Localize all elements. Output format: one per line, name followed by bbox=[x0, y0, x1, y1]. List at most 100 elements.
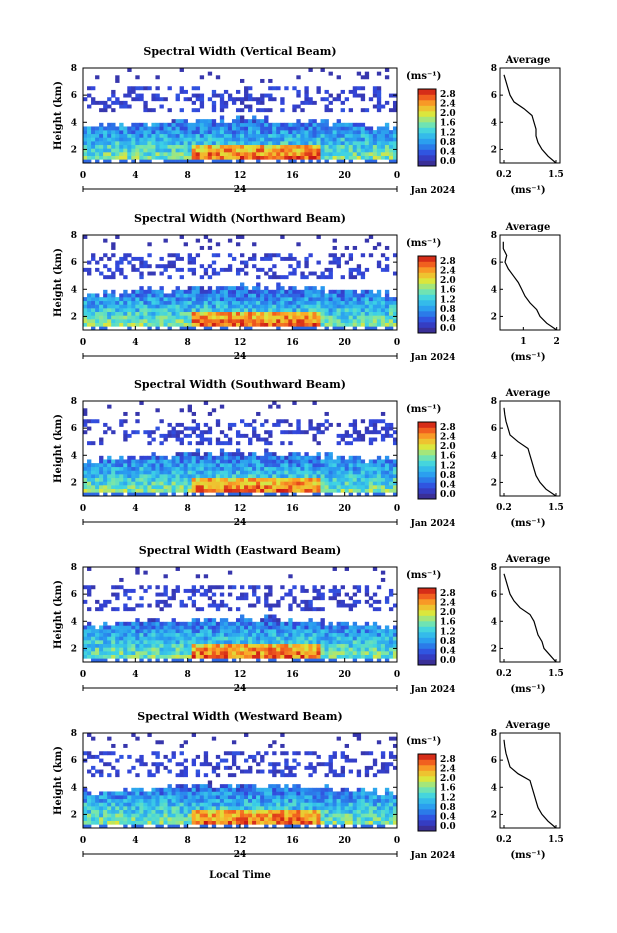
heatmap-cell bbox=[224, 90, 228, 94]
heatmap-cell bbox=[131, 304, 135, 308]
heatmap-cell bbox=[312, 141, 316, 145]
heatmap-cell bbox=[95, 156, 99, 160]
heatmap-cell bbox=[349, 268, 353, 272]
heatmap-cell bbox=[212, 156, 216, 160]
heatmap-cell bbox=[83, 817, 87, 821]
heatmap-cell bbox=[232, 647, 236, 651]
heatmap-cell bbox=[123, 130, 127, 134]
heatmap-cell bbox=[151, 647, 155, 651]
heatmap-cell bbox=[188, 647, 192, 651]
heatmap-cell bbox=[176, 126, 180, 130]
heatmap-cell bbox=[204, 145, 208, 149]
heatmap-cell bbox=[349, 253, 353, 257]
heatmap-cell bbox=[87, 644, 91, 648]
heatmap-cell bbox=[188, 795, 192, 799]
heatmap-cell bbox=[200, 301, 204, 305]
heatmap-cell bbox=[389, 137, 393, 141]
heatmap-cell bbox=[244, 459, 248, 463]
heatmap-cell bbox=[95, 293, 99, 297]
heatmap-cell bbox=[240, 434, 244, 438]
heatmap-cell bbox=[131, 97, 135, 101]
heatmap-cell bbox=[147, 286, 151, 290]
heatmap-cell bbox=[232, 489, 236, 493]
y-tick-label: 2 bbox=[71, 145, 77, 155]
heatmap-cell bbox=[365, 470, 369, 474]
x-tick-label: 20 bbox=[338, 338, 351, 348]
heatmap-cell bbox=[232, 478, 236, 482]
heatmap-cell bbox=[172, 640, 176, 644]
heatmap-cell bbox=[151, 430, 155, 434]
heatmap-cell bbox=[103, 145, 107, 149]
heatmap-cell bbox=[123, 629, 127, 633]
x-tick-label: 4 bbox=[132, 338, 138, 348]
heatmap-cell bbox=[316, 478, 320, 482]
heatmap-cell bbox=[260, 79, 264, 83]
heatmap-cell bbox=[256, 463, 260, 467]
heatmap-cell bbox=[276, 123, 280, 127]
heatmap-cell bbox=[377, 126, 381, 130]
heatmap-cell bbox=[143, 481, 147, 485]
heatmap-cell bbox=[200, 101, 204, 105]
heatmap-cell bbox=[192, 625, 196, 629]
heatmap-cell bbox=[329, 126, 333, 130]
heatmap-cell bbox=[272, 293, 276, 297]
heatmap-cell bbox=[176, 456, 180, 460]
heatmap-cell bbox=[119, 419, 123, 423]
heatmap-cell bbox=[180, 600, 184, 604]
heatmap-cell bbox=[312, 101, 316, 105]
heatmap-cell bbox=[123, 301, 127, 305]
heatmap-cell bbox=[204, 297, 208, 301]
heatmap-cell bbox=[196, 308, 200, 312]
heatmap-cell bbox=[212, 126, 216, 130]
heatmap-cell bbox=[381, 312, 385, 316]
heatmap-cell bbox=[87, 640, 91, 644]
heatmap-cell bbox=[107, 319, 111, 323]
heatmap-cell bbox=[389, 647, 393, 651]
heatmap-cell bbox=[204, 795, 208, 799]
heatmap-cell bbox=[87, 261, 91, 265]
heatmap-cell bbox=[155, 770, 159, 774]
heatmap-cell bbox=[139, 791, 143, 795]
heatmap-cell bbox=[377, 456, 381, 460]
heatmap-cell bbox=[139, 286, 143, 290]
heatmap-cell bbox=[288, 629, 292, 633]
heatmap-cell bbox=[341, 275, 345, 279]
heatmap-cell bbox=[95, 301, 99, 305]
heatmap-cell bbox=[361, 655, 365, 659]
heatmap-cell bbox=[91, 463, 95, 467]
heatmap-cell bbox=[260, 156, 264, 160]
heatmap-cell bbox=[232, 636, 236, 640]
heatmap-cell bbox=[127, 629, 131, 633]
colorbar-tick-label: 1.6 bbox=[440, 452, 456, 462]
heatmap-cell bbox=[139, 633, 143, 637]
heatmap-cell bbox=[155, 470, 159, 474]
heatmap-cell bbox=[308, 145, 312, 149]
heatmap-cell bbox=[172, 651, 176, 655]
heatmap-cell bbox=[83, 489, 87, 493]
heatmap-cell bbox=[228, 644, 232, 648]
heatmap-cell bbox=[272, 644, 276, 648]
heatmap-cell bbox=[212, 148, 216, 152]
heatmap-cell bbox=[228, 481, 232, 485]
colorbar-segment bbox=[418, 483, 436, 489]
heatmap-cell bbox=[200, 467, 204, 471]
colorbar-segment bbox=[418, 256, 436, 262]
heatmap-cell bbox=[184, 312, 188, 316]
heatmap-cell bbox=[361, 629, 365, 633]
heatmap-cell bbox=[296, 156, 300, 160]
heatmap-cell bbox=[264, 438, 268, 442]
heatmap-cell bbox=[272, 463, 276, 467]
heatmap-cell bbox=[365, 636, 369, 640]
heatmap-cell bbox=[103, 762, 107, 766]
heatmap-cell bbox=[385, 470, 389, 474]
heatmap-cell bbox=[127, 297, 131, 301]
heatmap-cell bbox=[159, 644, 163, 648]
heatmap-cell bbox=[381, 481, 385, 485]
heatmap-cell bbox=[333, 97, 337, 101]
heatmap-cell bbox=[123, 253, 127, 257]
heatmap-cell bbox=[240, 79, 244, 83]
heatmap-cell bbox=[212, 268, 216, 272]
heatmap-cell bbox=[385, 319, 389, 323]
heatmap-cell bbox=[389, 655, 393, 659]
heatmap-cell bbox=[139, 134, 143, 138]
